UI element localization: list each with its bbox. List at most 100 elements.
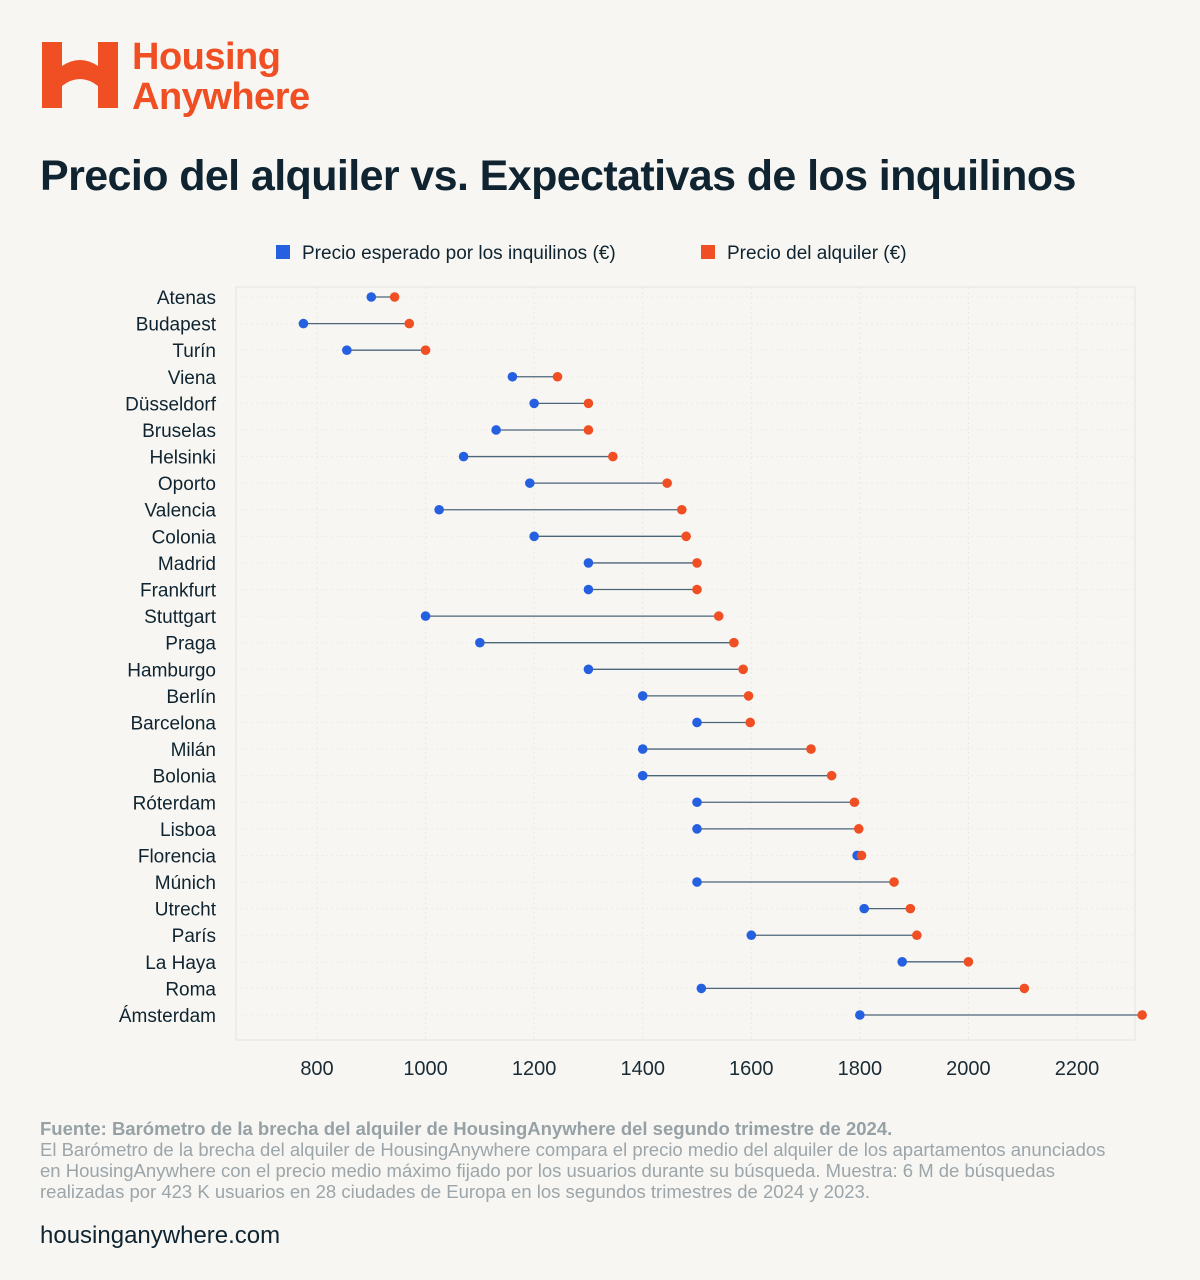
city-label: Hamburgo — [127, 660, 216, 681]
city-label: Madrid — [158, 554, 216, 575]
city-label: Ámsterdam — [119, 1006, 216, 1027]
rent-price-point — [677, 504, 687, 515]
rent-price-point — [745, 717, 755, 728]
expected-price-point — [525, 478, 535, 488]
expected-price-point — [434, 504, 444, 515]
x-tick-label: 1200 — [512, 1058, 557, 1080]
source-text: Fuente: Barómetro de la brecha del alqui… — [40, 1118, 893, 1139]
x-tick-label: 2200 — [1055, 1058, 1100, 1080]
rent-price-point — [692, 558, 702, 568]
expected-price-point — [475, 637, 485, 648]
city-label: Florencia — [138, 846, 217, 867]
rent-price-point — [853, 824, 864, 834]
rent-price-point — [729, 637, 739, 648]
city-label: Utrecht — [155, 900, 217, 921]
city-label: Bruselas — [142, 421, 216, 442]
city-label: París — [172, 926, 216, 947]
city-label: Milán — [171, 740, 216, 761]
expected-price-point — [342, 345, 352, 355]
page-title: Precio del alquiler vs. Expectativas de … — [40, 152, 1076, 200]
rent-price-point — [1137, 1010, 1147, 1020]
rent-price-point — [692, 584, 702, 595]
city-label: Barcelona — [130, 713, 216, 734]
expected-price-point — [855, 1010, 865, 1020]
legend-swatch — [701, 245, 715, 259]
rent-price-point — [905, 903, 916, 914]
legend-label: Precio del alquiler (€) — [727, 243, 907, 264]
expected-price-point — [696, 983, 707, 994]
x-tick-label: 1000 — [403, 1058, 448, 1080]
rent-price-point — [963, 957, 974, 967]
rent-price-point — [681, 531, 691, 542]
city-label: Berlín — [166, 687, 216, 708]
city-label: Stuttgart — [144, 607, 217, 628]
expected-price-point — [637, 691, 648, 701]
city-label: Róterdam — [133, 793, 216, 814]
rent-price-point — [1019, 983, 1030, 994]
rent-price-point — [552, 371, 563, 382]
rent-price-point — [420, 345, 431, 355]
city-label: Colonia — [152, 527, 217, 548]
city-label: Praga — [165, 634, 216, 655]
footer-note: Fuente: Barómetro de la brecha del alqui… — [40, 1118, 1130, 1202]
city-label: Atenas — [157, 288, 216, 309]
dumbbell-chart: 800 1000 1200 1400 1600 1800 2000 2200 Precio es… — [119, 243, 1147, 1080]
expected-price-point — [366, 292, 377, 302]
rent-price-point — [849, 797, 860, 808]
expected-price-point — [859, 903, 869, 914]
rent-price-point — [713, 611, 724, 621]
x-tick-label: 1800 — [838, 1058, 883, 1080]
rent-price-point — [404, 318, 415, 329]
expected-price-point — [529, 531, 539, 542]
city-label: Lisboa — [160, 820, 216, 841]
plot-area — [235, 286, 1136, 1041]
expected-price-point — [420, 611, 431, 621]
website-link[interactable]: housinganywhere.com — [40, 1222, 281, 1249]
city-label: Bolonia — [153, 767, 217, 788]
expected-price-point — [298, 318, 309, 329]
expected-price-point — [458, 451, 469, 462]
logo-h-icon — [42, 42, 118, 108]
rent-price-point — [662, 478, 672, 488]
x-tick-label: 1400 — [620, 1058, 665, 1080]
brand-line-2: Anywhere — [132, 76, 310, 118]
rent-price-point — [743, 691, 754, 701]
brand-line-1: Housing — [132, 36, 281, 78]
expected-price-point — [692, 824, 702, 834]
expected-price-point — [692, 877, 702, 887]
x-tick-label: 800 — [300, 1058, 333, 1080]
expected-price-point — [583, 664, 594, 675]
city-label: La Haya — [145, 953, 216, 974]
city-label: Viena — [168, 368, 217, 389]
expected-price-point — [692, 717, 702, 728]
expected-price-point — [692, 797, 702, 808]
expected-price-point — [491, 425, 501, 435]
city-label: Múnich — [155, 873, 216, 894]
city-label: Roma — [165, 979, 216, 1000]
expected-price-point — [507, 371, 518, 382]
city-label: Frankfurt — [140, 581, 217, 602]
city-label: Valencia — [145, 501, 217, 522]
city-label: Helsinki — [149, 448, 216, 469]
city-label: Budapest — [136, 315, 217, 336]
rent-price-point — [826, 770, 837, 781]
expected-price-point — [529, 398, 539, 409]
rent-price-point — [608, 451, 618, 462]
rent-price-point — [389, 292, 400, 302]
rent-price-point — [912, 930, 922, 941]
rent-price-point — [806, 744, 816, 754]
legend-swatch — [276, 245, 290, 259]
expected-price-point — [583, 584, 594, 595]
description-text: El Barómetro de la brecha del alquiler d… — [40, 1139, 1106, 1202]
rent-price-point — [583, 425, 594, 435]
expected-price-point — [637, 770, 648, 781]
city-label: Düsseldorf — [125, 394, 217, 415]
brand-wordmark: Housing Anywhere — [132, 38, 310, 118]
rent-price-point — [738, 664, 748, 675]
expected-price-point — [583, 558, 594, 568]
expected-price-point — [746, 930, 757, 941]
expected-price-point — [897, 957, 907, 967]
city-label: Oporto — [158, 474, 216, 495]
rent-price-point — [856, 850, 867, 861]
x-tick-label: 2000 — [946, 1058, 991, 1080]
